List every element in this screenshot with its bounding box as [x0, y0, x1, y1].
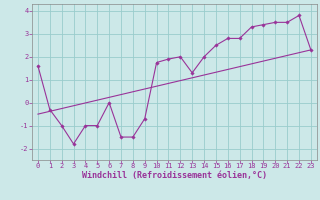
X-axis label: Windchill (Refroidissement éolien,°C): Windchill (Refroidissement éolien,°C) [82, 171, 267, 180]
